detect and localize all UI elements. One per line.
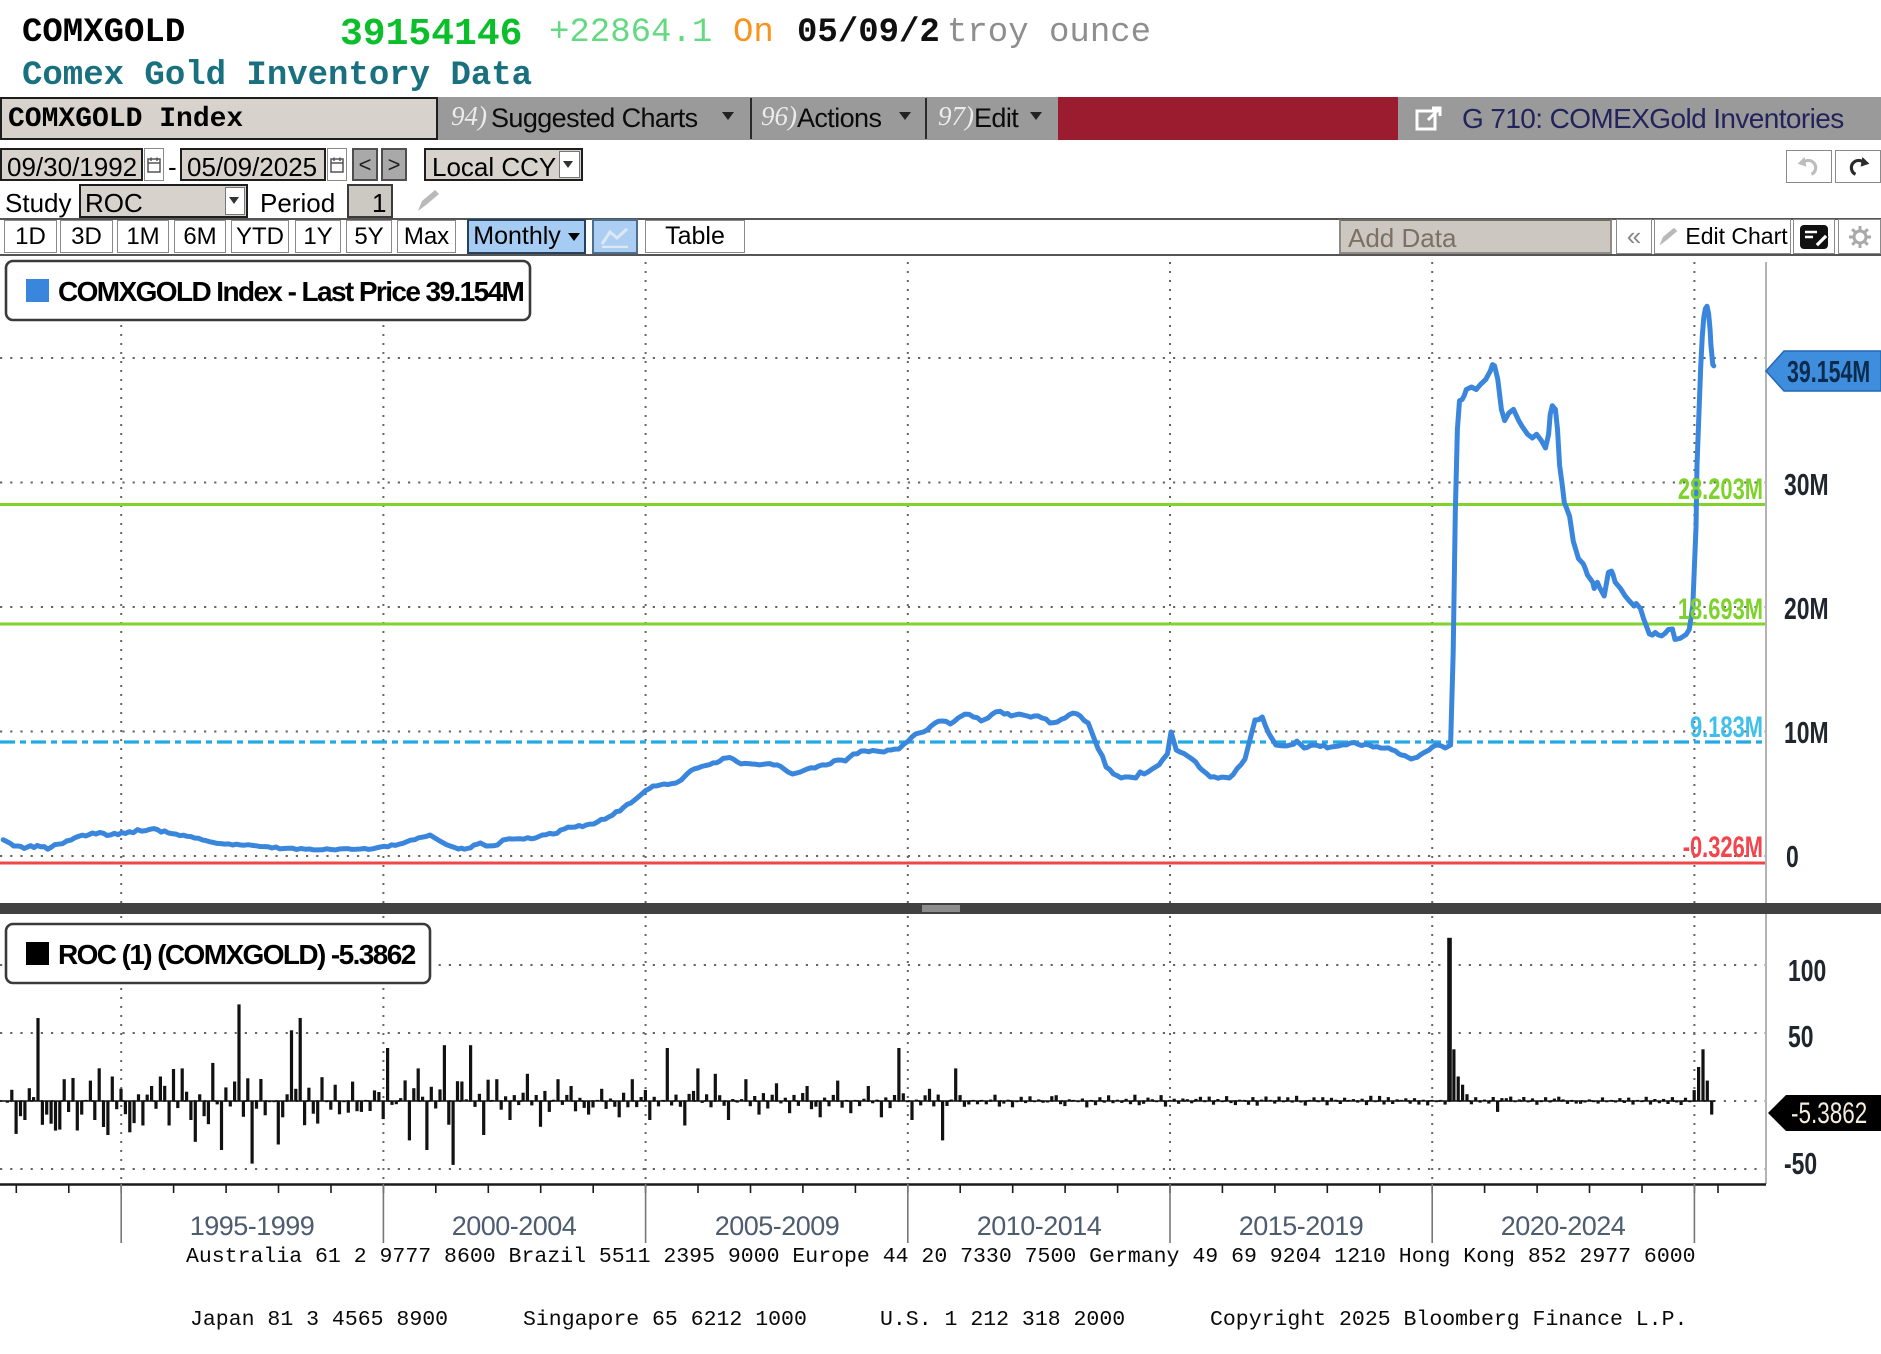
svg-text:Copyright 2025 Bloomberg Finan: Copyright 2025 Bloomberg Finance L.P. bbox=[1210, 1308, 1687, 1332]
svg-text:ROC (1) (COMXGOLD) -5.3862: ROC (1) (COMXGOLD) -5.3862 bbox=[58, 939, 416, 970]
svg-text:28.203M: 28.203M bbox=[1678, 472, 1763, 506]
svg-text:1995-1999: 1995-1999 bbox=[190, 1211, 315, 1241]
svg-text:50: 50 bbox=[1788, 1019, 1813, 1054]
svg-text:9.183M: 9.183M bbox=[1690, 710, 1763, 744]
svg-text:18.693M: 18.693M bbox=[1678, 592, 1763, 626]
svg-text:20M: 20M bbox=[1784, 591, 1829, 626]
svg-text:2020-2024: 2020-2024 bbox=[1501, 1211, 1626, 1241]
svg-text:2000-2004: 2000-2004 bbox=[452, 1211, 577, 1241]
svg-text:-5.3862: -5.3862 bbox=[1791, 1096, 1867, 1130]
svg-text:100: 100 bbox=[1788, 953, 1826, 988]
svg-text:2005-2009: 2005-2009 bbox=[715, 1211, 840, 1241]
svg-text:-0.326M: -0.326M bbox=[1683, 830, 1763, 864]
svg-text:-50: -50 bbox=[1784, 1146, 1817, 1181]
svg-text:Japan 81 3 4565 8900: Japan 81 3 4565 8900 bbox=[190, 1308, 448, 1332]
svg-text:U.S. 1 212 318 2000: U.S. 1 212 318 2000 bbox=[880, 1308, 1125, 1332]
svg-text:2015-2019: 2015-2019 bbox=[1239, 1211, 1364, 1241]
svg-text:Australia 61 2 9777 8600 Brazi: Australia 61 2 9777 8600 Brazil 5511 239… bbox=[186, 1245, 1696, 1269]
svg-text:2010-2014: 2010-2014 bbox=[977, 1211, 1102, 1241]
svg-text:39.154M: 39.154M bbox=[1787, 354, 1870, 389]
svg-text:0: 0 bbox=[1786, 839, 1799, 874]
svg-text:Singapore 65 6212 1000: Singapore 65 6212 1000 bbox=[523, 1308, 807, 1332]
svg-text:10M: 10M bbox=[1784, 715, 1829, 750]
svg-text:COMXGOLD Index - Last Price 39: COMXGOLD Index - Last Price 39.154M bbox=[58, 276, 524, 307]
svg-text:30M: 30M bbox=[1784, 467, 1829, 502]
